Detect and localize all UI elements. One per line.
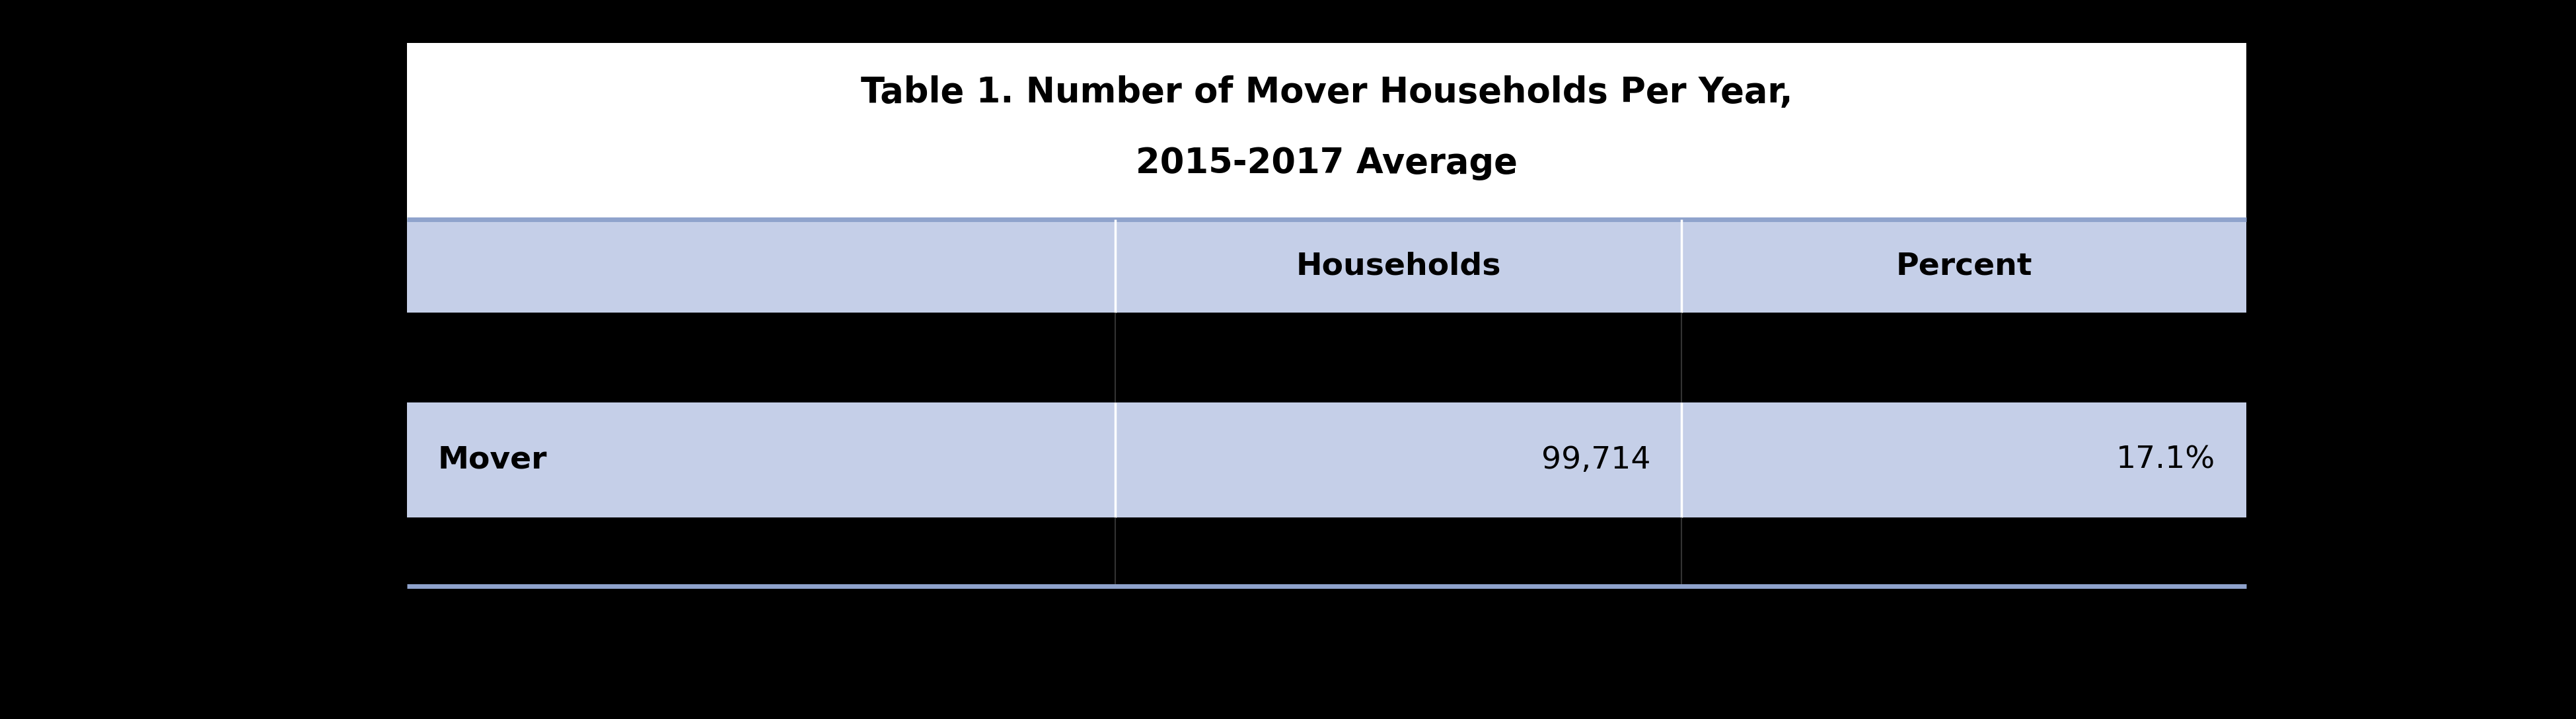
Text: 2015-2017 Average: 2015-2017 Average <box>1136 146 1517 180</box>
Text: Percent: Percent <box>1896 251 2032 281</box>
Text: Households: Households <box>1296 251 1502 281</box>
FancyBboxPatch shape <box>407 313 2246 403</box>
Text: Table 1. Number of Mover Households Per Year,: Table 1. Number of Mover Households Per … <box>860 75 1793 109</box>
FancyBboxPatch shape <box>407 43 2246 219</box>
Text: 99,714: 99,714 <box>1540 445 1651 475</box>
FancyBboxPatch shape <box>407 518 2246 586</box>
Text: Mover: Mover <box>438 445 546 475</box>
Text: 17.1%: 17.1% <box>2115 445 2215 475</box>
FancyBboxPatch shape <box>407 403 2246 518</box>
FancyBboxPatch shape <box>407 219 2246 313</box>
